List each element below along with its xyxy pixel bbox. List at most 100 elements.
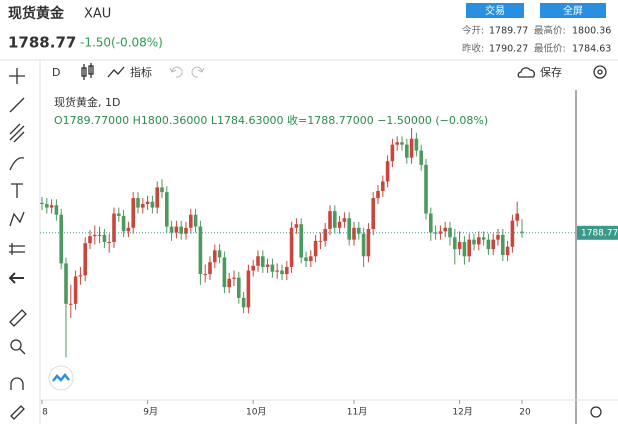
candle-body xyxy=(472,239,476,245)
candle-body xyxy=(467,239,471,257)
candle-body xyxy=(309,256,313,262)
candle-body xyxy=(198,226,203,275)
candle-body xyxy=(328,211,332,229)
candle-body xyxy=(280,270,284,275)
candle-body xyxy=(385,161,390,182)
candle-body xyxy=(193,214,198,227)
undo[interactable] xyxy=(169,66,183,78)
redo[interactable] xyxy=(191,66,205,78)
x-tick-label: 20 xyxy=(519,408,531,418)
stat-value: 1800.36 xyxy=(572,26,611,37)
axis-settings[interactable] xyxy=(590,406,602,418)
candle-body xyxy=(376,190,380,199)
candle-body xyxy=(93,234,97,237)
candle-body xyxy=(88,236,92,244)
candle-body xyxy=(40,202,44,205)
candle-body xyxy=(433,232,438,234)
candle-body xyxy=(145,201,150,205)
candle-body xyxy=(64,263,68,304)
trade-button[interactable] xyxy=(466,3,524,18)
candle-body xyxy=(270,264,275,272)
candle-body xyxy=(174,226,179,233)
candle-body xyxy=(405,144,409,158)
candle-body xyxy=(73,276,78,304)
candle-body xyxy=(261,256,265,267)
candle-body xyxy=(453,237,457,250)
interval[interactable]: D xyxy=(52,66,60,79)
symbol: XAU xyxy=(84,7,111,22)
candle-body xyxy=(323,228,327,241)
candle-body xyxy=(299,224,303,258)
change: -1.50(-0.08%) xyxy=(80,36,163,50)
candle-body xyxy=(304,257,308,262)
candle-body xyxy=(357,227,361,234)
candle-body xyxy=(121,215,126,232)
candle-body xyxy=(381,181,385,191)
candle-body xyxy=(486,239,491,250)
candle-body xyxy=(97,234,102,236)
stat-value: 1784.63 xyxy=(572,44,611,55)
candle-body xyxy=(265,264,270,267)
candle-body xyxy=(448,227,452,238)
indicators[interactable]: 指标 xyxy=(130,65,152,79)
candle-body xyxy=(251,265,255,271)
candle-body xyxy=(45,204,49,208)
stat-label: 昨收: xyxy=(462,43,484,55)
legend-values: O1789.77000 H1800.36000 L1784.63000 收=17… xyxy=(54,113,488,127)
candle-body xyxy=(481,237,486,240)
candle-body xyxy=(443,227,447,232)
candle-body xyxy=(69,303,73,305)
drawing-tools[interactable] xyxy=(8,68,27,420)
candle-body xyxy=(342,218,347,222)
candle-body xyxy=(169,226,174,233)
candle-body xyxy=(160,187,164,193)
candle-body xyxy=(131,198,135,228)
trade-label[interactable]: 交易 xyxy=(485,4,505,17)
candle-body xyxy=(395,142,399,145)
settings[interactable] xyxy=(593,65,607,79)
candle-body xyxy=(184,227,188,234)
indicator-icon[interactable] xyxy=(107,66,125,78)
candle-body xyxy=(337,221,342,228)
last-price-label: 1788.77 xyxy=(581,228,618,238)
candle-body xyxy=(438,231,443,234)
candle-body xyxy=(366,228,371,257)
candle-body xyxy=(361,233,366,257)
candle-body xyxy=(496,234,500,240)
candle-body xyxy=(491,239,495,250)
cloud-icon[interactable] xyxy=(517,67,535,78)
candle-body xyxy=(49,205,54,208)
candle-body xyxy=(112,213,116,243)
candle-icon[interactable] xyxy=(81,63,94,80)
candle-body xyxy=(256,256,260,266)
candle-body xyxy=(333,211,337,228)
settings-core xyxy=(597,69,603,75)
candle-body xyxy=(227,278,231,288)
candle-body xyxy=(390,144,395,162)
stat-label: 今开: xyxy=(462,25,484,37)
candle-body xyxy=(347,218,351,240)
candle-body xyxy=(313,240,318,257)
save[interactable]: 保存 xyxy=(540,65,562,79)
candle-body xyxy=(424,164,428,214)
candle-body xyxy=(371,198,375,229)
candle-body xyxy=(179,226,183,234)
candle-body xyxy=(155,187,159,208)
candle-body xyxy=(419,150,423,165)
x-tick-label: 8 xyxy=(42,408,48,418)
fullscreen-label[interactable]: 全屏 xyxy=(563,4,583,17)
candle-body xyxy=(78,275,83,277)
candle-body xyxy=(102,234,107,243)
candle-body xyxy=(462,242,467,257)
candle-body xyxy=(457,242,462,250)
candle-body xyxy=(165,192,169,227)
candle-body xyxy=(217,250,222,258)
candle-body xyxy=(83,243,87,276)
fullscreen-button[interactable] xyxy=(540,3,606,18)
candle-body xyxy=(189,214,193,228)
x-tick-label: 12月 xyxy=(452,407,472,418)
logo-mark xyxy=(52,372,70,382)
candle-body xyxy=(241,297,246,308)
candle-body xyxy=(246,270,251,308)
